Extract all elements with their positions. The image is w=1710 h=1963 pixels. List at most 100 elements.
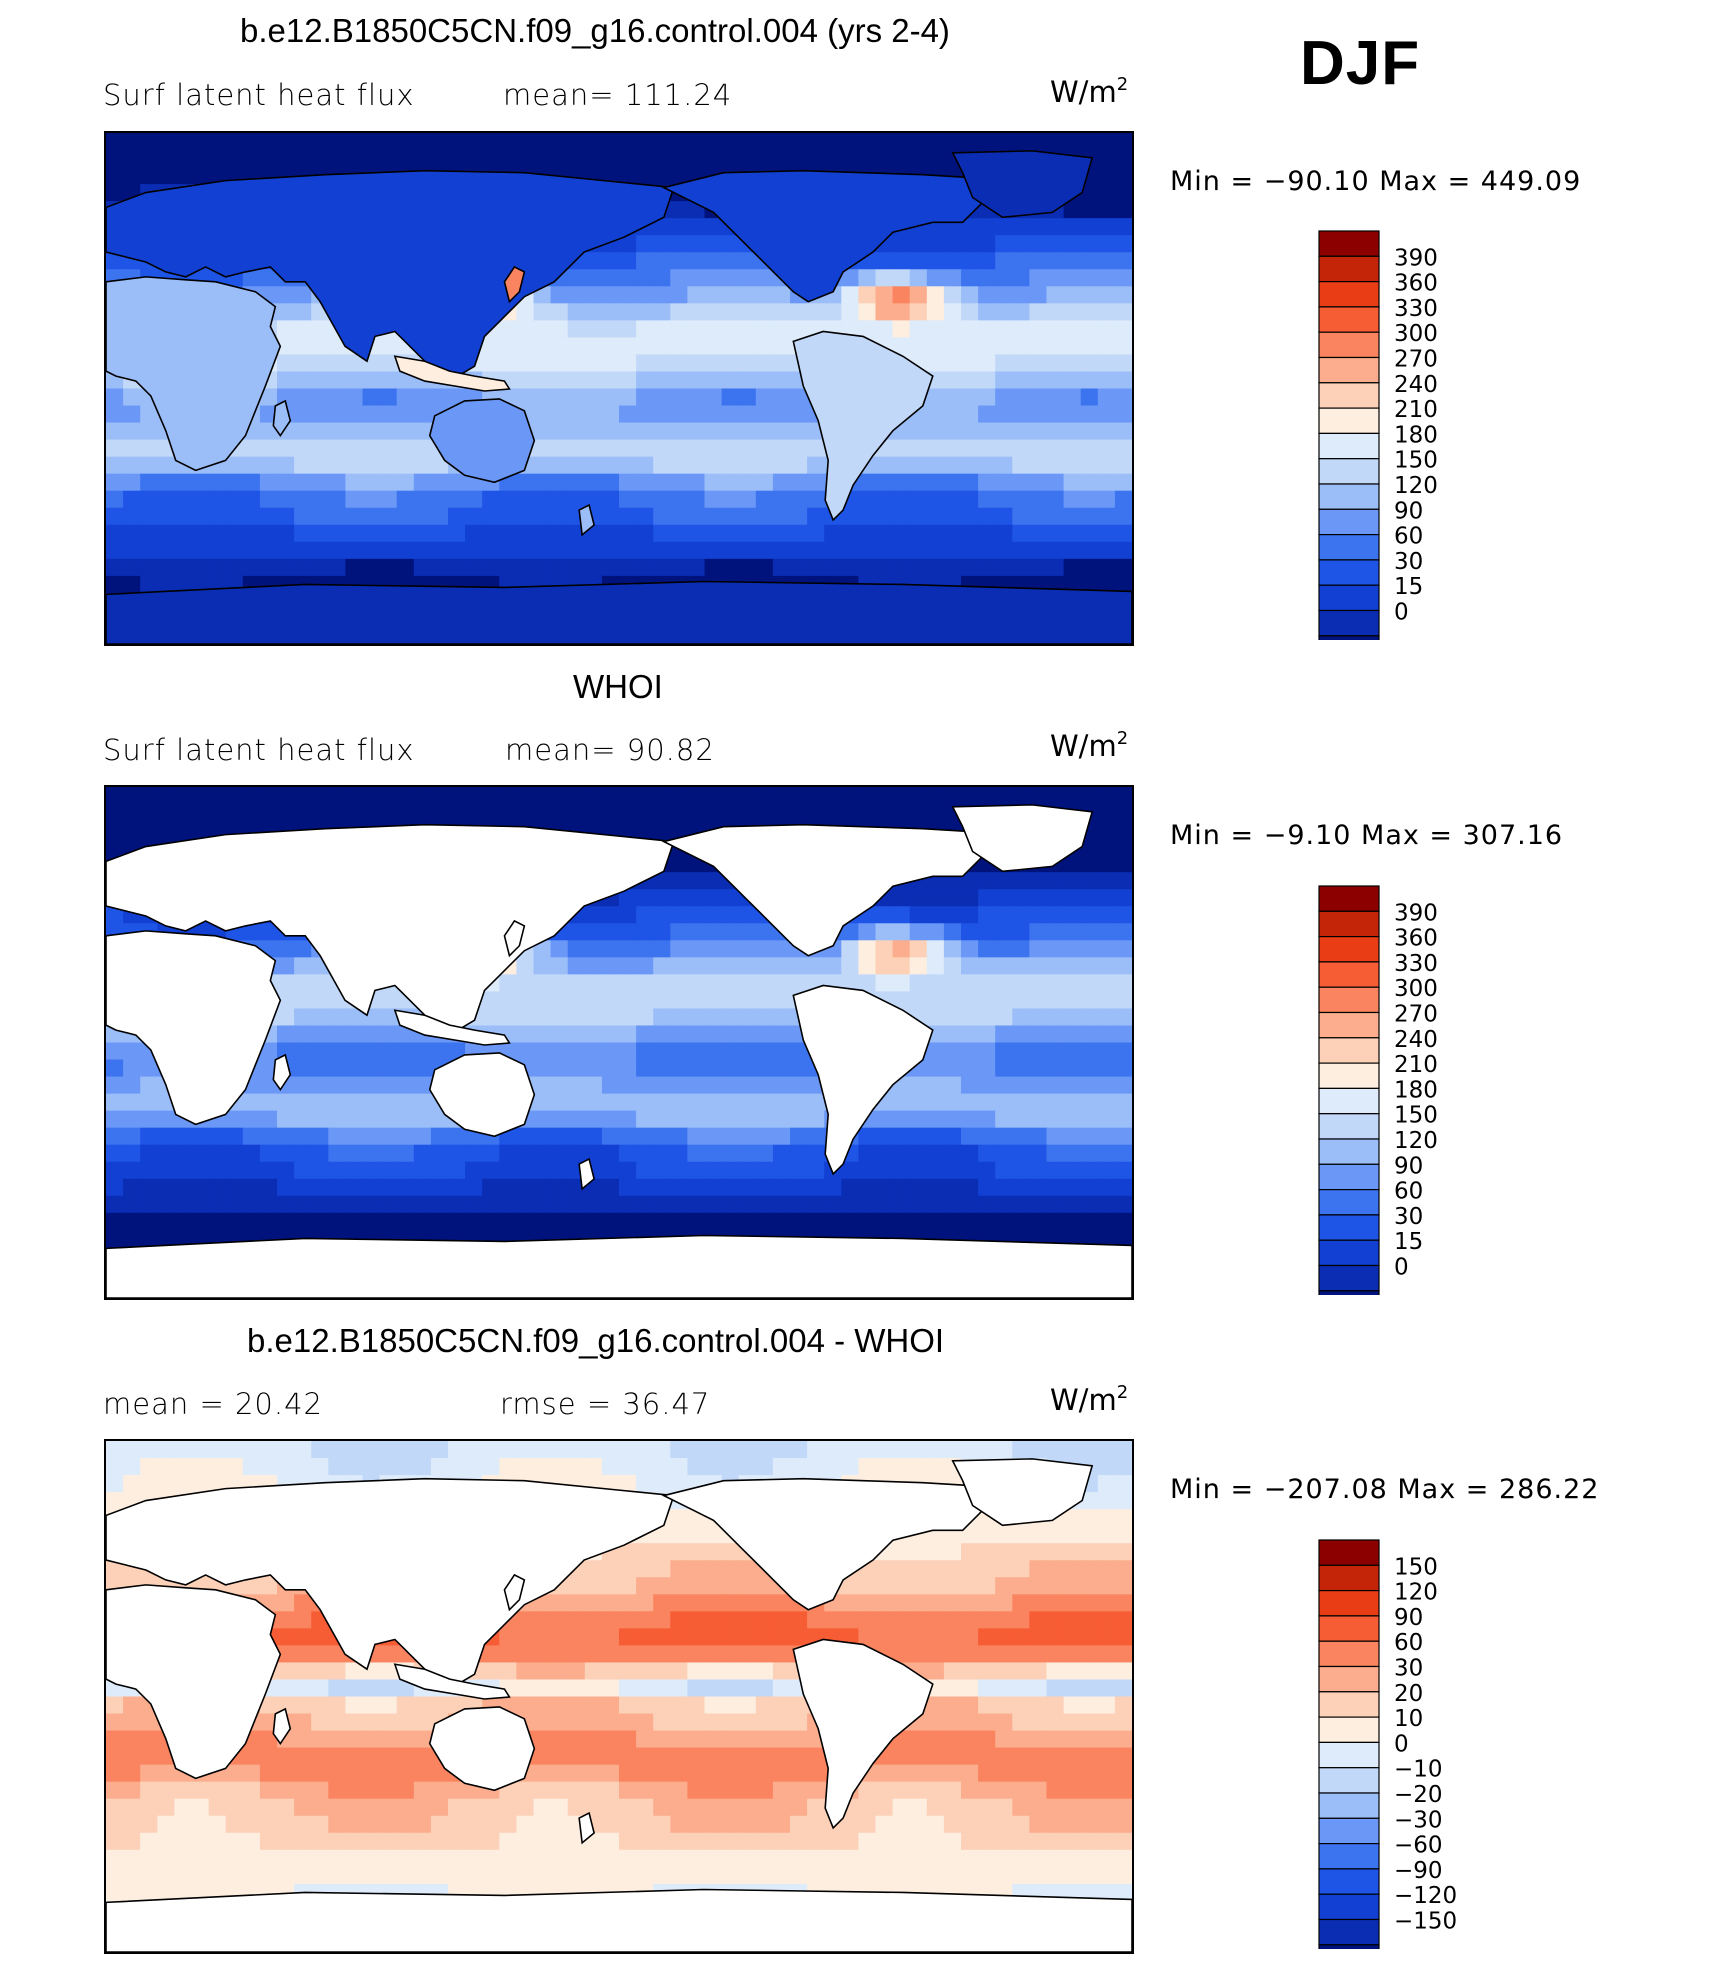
field-cell (584, 804, 603, 822)
field-cell (978, 1059, 996, 1078)
field-cell (687, 541, 706, 560)
field-cell (961, 1645, 979, 1664)
field-cell (259, 787, 278, 805)
field-cell (875, 1110, 894, 1129)
field-cell (174, 507, 193, 526)
field-cell (875, 804, 894, 822)
field-cell (961, 337, 979, 356)
field-cell (328, 1059, 346, 1078)
field-cell (567, 133, 586, 151)
field-cell (619, 1475, 637, 1493)
field-cell (567, 490, 586, 509)
field-cell (448, 1195, 466, 1214)
field-cell (1029, 541, 1048, 560)
field-cell (567, 1042, 586, 1061)
field-cell (601, 1696, 620, 1715)
field-cell (704, 991, 723, 1010)
field-cell (448, 1127, 466, 1146)
field-cell (1029, 1076, 1048, 1095)
field-cell (841, 558, 859, 577)
field-cell (413, 1144, 432, 1163)
colorbar: 390 360 330 300 270 240 210 180 150 120 90 60 30 15 0 (1318, 230, 1438, 640)
field-cell (328, 337, 346, 356)
field-cell (858, 286, 877, 304)
field-cell (790, 524, 808, 543)
field-cell (926, 906, 945, 924)
field-cell (636, 1161, 654, 1180)
field-cell (157, 1229, 175, 1248)
field-cell (550, 320, 569, 338)
field-cell (584, 1560, 603, 1578)
field-cell (1080, 133, 1099, 151)
field-cell (653, 507, 671, 526)
field-cell (772, 337, 791, 356)
field-cell (1012, 1441, 1030, 1459)
field-cell (1114, 286, 1132, 304)
field-cell (1063, 1594, 1082, 1612)
field-cell (619, 354, 637, 373)
field-cell (277, 1645, 295, 1664)
panel-title: b.e12.B1850C5CN.f09_g16.control.004 (yrs… (240, 12, 950, 49)
field-cell (601, 974, 620, 992)
field-cell (1063, 439, 1082, 458)
field-cell (259, 1093, 278, 1112)
field-cell (379, 1662, 398, 1681)
field-cell (636, 558, 654, 577)
field-cell (1080, 1161, 1099, 1180)
field-cell (1080, 1093, 1099, 1112)
field-cell (601, 1662, 620, 1681)
colorbar-swatch (1318, 483, 1380, 510)
field-cell (995, 906, 1013, 924)
field-cell (995, 1696, 1013, 1715)
field-cell (430, 1212, 449, 1231)
field-cell (978, 1696, 996, 1715)
field-cell (157, 558, 175, 577)
field-cell (892, 1781, 911, 1800)
field-cell (208, 473, 227, 492)
field-cell (653, 1076, 671, 1095)
field-cell (294, 1611, 312, 1629)
field-cell (1097, 541, 1116, 560)
field-cell (1063, 906, 1082, 924)
field-cell (516, 320, 535, 338)
field-cell (619, 167, 637, 185)
field-cell (670, 235, 688, 253)
field-cell (1063, 1008, 1082, 1027)
field-cell (978, 252, 996, 270)
field-cell (892, 524, 911, 543)
field-cell (824, 1212, 842, 1231)
field-cell (277, 1798, 295, 1817)
field-cell (721, 787, 740, 805)
field-cell (858, 1577, 877, 1595)
field-cell (482, 354, 500, 373)
field-cell (943, 439, 962, 458)
field-cell (1097, 923, 1116, 941)
field-cell (1063, 422, 1082, 441)
field-cell (225, 1161, 244, 1180)
field-cell (242, 541, 261, 560)
field-cell (123, 490, 141, 509)
field-cell (1080, 1543, 1099, 1561)
field-cell (790, 804, 808, 822)
field-cell (943, 524, 962, 543)
field-cell (653, 974, 671, 992)
field-cell (926, 252, 945, 270)
field-cell (1029, 1212, 1048, 1231)
field-cell (157, 1212, 175, 1231)
field-cell (345, 1025, 364, 1044)
field-cell (619, 1161, 637, 1180)
field-cell (1046, 269, 1065, 287)
field-cell (858, 1441, 877, 1459)
field-cell (311, 456, 329, 475)
colorbar-tick-label: 0 (1394, 1255, 1409, 1281)
field-cell (670, 422, 688, 441)
colorbar-tick-label: 270 (1394, 347, 1438, 373)
field-cell (670, 1594, 688, 1612)
field-cell (772, 456, 791, 475)
field-cell (533, 558, 552, 577)
field-cell (772, 422, 791, 441)
field-cell (140, 804, 158, 822)
field-cell (772, 133, 791, 151)
field-cell (1046, 1577, 1065, 1595)
field-cell (772, 1645, 791, 1664)
